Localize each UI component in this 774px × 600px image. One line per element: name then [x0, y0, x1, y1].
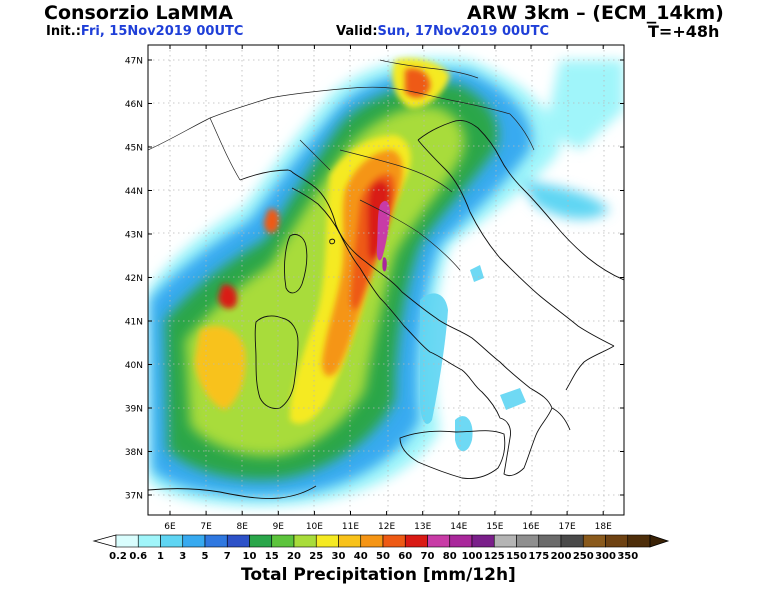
colorbar-swatch — [338, 534, 362, 548]
colorbar-label: 175 — [528, 551, 549, 562]
colorbar-swatch — [382, 534, 406, 548]
colorbar-label: 250 — [573, 551, 594, 562]
colorbar-label: 7 — [224, 551, 231, 562]
colorbar-swatch — [226, 534, 250, 548]
colorbar-swatch — [471, 534, 495, 548]
colorbar-under-arrow — [92, 534, 117, 548]
colorbar-swatch — [449, 534, 473, 548]
colorbar-swatch — [249, 534, 273, 548]
colorbar: 0.2 0.6 1 3 5 7 10 15 20 25 30 40 50 60 70 80 100 125 150 1… — [92, 534, 670, 562]
colorbar-over-arrow — [649, 534, 670, 548]
provider-title: Consorzio LaMMA — [44, 2, 233, 24]
lon-label-16E: 16E — [522, 522, 539, 532]
init-time: Init.:Fri, 15Nov2019 00UTC — [46, 24, 243, 39]
init-value: Fri, 15Nov2019 00UTC — [80, 24, 244, 39]
colorbar-label: 200 — [551, 551, 572, 562]
colorbar-swatch — [204, 534, 228, 548]
colorbar-swatch — [271, 534, 295, 548]
lon-label-14E: 14E — [450, 522, 467, 532]
colorbar-swatch — [582, 534, 606, 548]
init-label: Init.: — [46, 24, 81, 39]
lat-label-38N: 38N — [125, 448, 143, 458]
latitude-ticks — [148, 59, 624, 496]
colorbar-label: 70 — [421, 551, 435, 562]
colorbar-label: 60 — [398, 551, 412, 562]
lon-label-7E: 7E — [200, 522, 212, 532]
colorbar-label: 40 — [354, 551, 368, 562]
forecast-step: T=+48h — [648, 22, 720, 41]
valid-time: Valid:Sun, 17Nov2019 00UTC — [336, 24, 549, 39]
colorbar-label: 5 — [202, 551, 209, 562]
coastlines — [148, 119, 624, 499]
colorbar-label: 0.2 — [109, 551, 127, 562]
colorbar-swatch — [427, 534, 451, 548]
colorbar-swatch — [360, 534, 384, 548]
colorbar-swatch — [293, 534, 317, 548]
colorbar-swatch — [137, 534, 161, 548]
colorbar-label: 30 — [332, 551, 346, 562]
lat-label-45N: 45N — [125, 144, 143, 154]
colorbar-label: 25 — [309, 551, 323, 562]
lon-label-18E: 18E — [595, 522, 612, 532]
colorbar-label: 50 — [376, 551, 390, 562]
colorbar-swatch — [315, 534, 339, 548]
colorbar-label: 10 — [243, 551, 257, 562]
lon-label-17E: 17E — [559, 522, 576, 532]
longitude-ticks — [169, 45, 604, 515]
map-frame — [147, 44, 625, 516]
graticule — [148, 45, 624, 515]
colorbar-swatch — [493, 534, 517, 548]
latitude-labels: 47N 46N 45N 44N 43N 42N 41N 40N 39N 38N 37N — [125, 57, 143, 502]
lon-label-10E: 10E — [306, 522, 323, 532]
lat-label-44N: 44N — [125, 187, 143, 197]
lat-label-39N: 39N — [125, 405, 143, 415]
lon-label-13E: 13E — [414, 522, 431, 532]
colorbar-swatch — [115, 534, 139, 548]
lat-label-37N: 37N — [125, 492, 143, 502]
model-title: ARW 3km – (ECM_14km) — [467, 2, 724, 24]
lat-label-40N: 40N — [125, 361, 143, 371]
lon-label-11E: 11E — [342, 522, 359, 532]
colorbar-label: 80 — [443, 551, 457, 562]
lat-label-41N: 41N — [125, 318, 143, 328]
colorbar-swatch — [560, 534, 584, 548]
colorbar-title: Total Precipitation [mm/12h] — [241, 565, 516, 585]
colorbar-swatch — [182, 534, 206, 548]
colorbar-label: 125 — [484, 551, 505, 562]
colorbar-label: 350 — [617, 551, 638, 562]
lat-label-43N: 43N — [125, 231, 143, 241]
colorbar-label: 20 — [287, 551, 301, 562]
colorbar-label: 3 — [179, 551, 186, 562]
colorbar-swatch — [538, 534, 562, 548]
precipitation-field — [148, 45, 624, 515]
colorbar-label: 150 — [506, 551, 527, 562]
lon-label-8E: 8E — [236, 522, 248, 532]
colorbar-label: 15 — [265, 551, 279, 562]
colorbar-swatch — [605, 534, 629, 548]
lat-label-46N: 46N — [125, 100, 143, 110]
borders — [148, 59, 535, 271]
lon-label-12E: 12E — [378, 522, 395, 532]
lon-label-6E: 6E — [164, 522, 176, 532]
longitude-labels: 6E 7E 8E 9E 10E 11E 12E 13E 14E 15E 16E 17E 18E — [164, 522, 612, 532]
colorbar-label: 1 — [157, 551, 164, 562]
lon-label-9E: 9E — [273, 522, 285, 532]
colorbar-label: 300 — [595, 551, 616, 562]
colorbar-label: 0.6 — [129, 551, 147, 562]
colorbar-swatch — [516, 534, 540, 548]
colorbar-label: 100 — [462, 551, 483, 562]
lat-label-42N: 42N — [125, 274, 143, 284]
valid-label: Valid: — [336, 24, 378, 39]
lat-label-47N: 47N — [125, 57, 143, 67]
colorbar-swatch — [160, 534, 184, 548]
colorbar-swatch — [627, 534, 651, 548]
lon-label-15E: 15E — [486, 522, 503, 532]
colorbar-swatch — [404, 534, 428, 548]
valid-value: Sun, 17Nov2019 00UTC — [377, 24, 550, 39]
